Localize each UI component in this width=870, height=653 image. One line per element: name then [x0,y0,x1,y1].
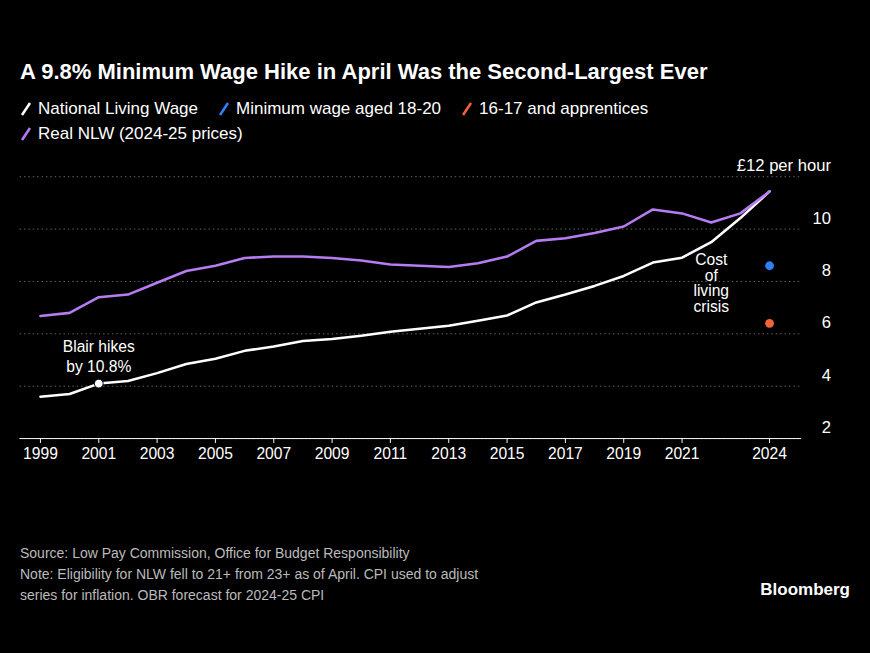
svg-text:2007: 2007 [256,445,291,462]
svg-text:2001: 2001 [81,445,116,462]
html-text:16-17 and apprentices: 16-17 and apprentices [479,99,649,118]
svg-text:2: 2 [822,418,831,437]
svg-text:2011: 2011 [374,445,408,462]
svg-text:2017: 2017 [548,445,583,462]
svg-text:2005: 2005 [198,445,233,462]
html-text:Real NLW (2024-25 prices): Real NLW (2024-25 prices) [38,124,243,143]
svg-text:£12 per hour: £12 per hour [737,156,832,175]
html-text:National Living Wage: National Living Wage [38,99,198,118]
svg-text:4: 4 [822,366,831,385]
svg-text:2003: 2003 [140,445,175,462]
svg-text:2013: 2013 [431,445,466,462]
svg-text:2015: 2015 [490,445,525,462]
svg-text:2024: 2024 [752,445,787,462]
svg-text:10: 10 [812,209,830,228]
html-text:Minimum wage aged 18-20: Minimum wage aged 18-20 [236,99,442,118]
svg-text:2021: 2021 [665,445,700,462]
html-text:A 9.8% Minimum Wage Hike in Ap: A 9.8% Minimum Wage Hike in April Was th… [20,59,708,84]
html-text:Bloomberg: Bloomberg [760,580,850,599]
svg-text:2019: 2019 [606,445,641,462]
html-text:Note: Eligibility for NLW fell: Note: Eligibility for NLW fell to 21+ fr… [20,566,479,603]
svg-text:Blair hikesby 10.8%: Blair hikesby 10.8% [63,338,135,375]
svg-text:2009: 2009 [315,445,350,462]
svg-text:6: 6 [822,313,831,332]
svg-text:8: 8 [822,261,831,280]
html-text:Source: Low Pay Commission, Of: Source: Low Pay Commission, Office for B… [20,545,410,561]
svg-text:Costoflivingcrisis: Costoflivingcrisis [693,251,729,315]
svg-text:1999: 1999 [23,445,58,462]
